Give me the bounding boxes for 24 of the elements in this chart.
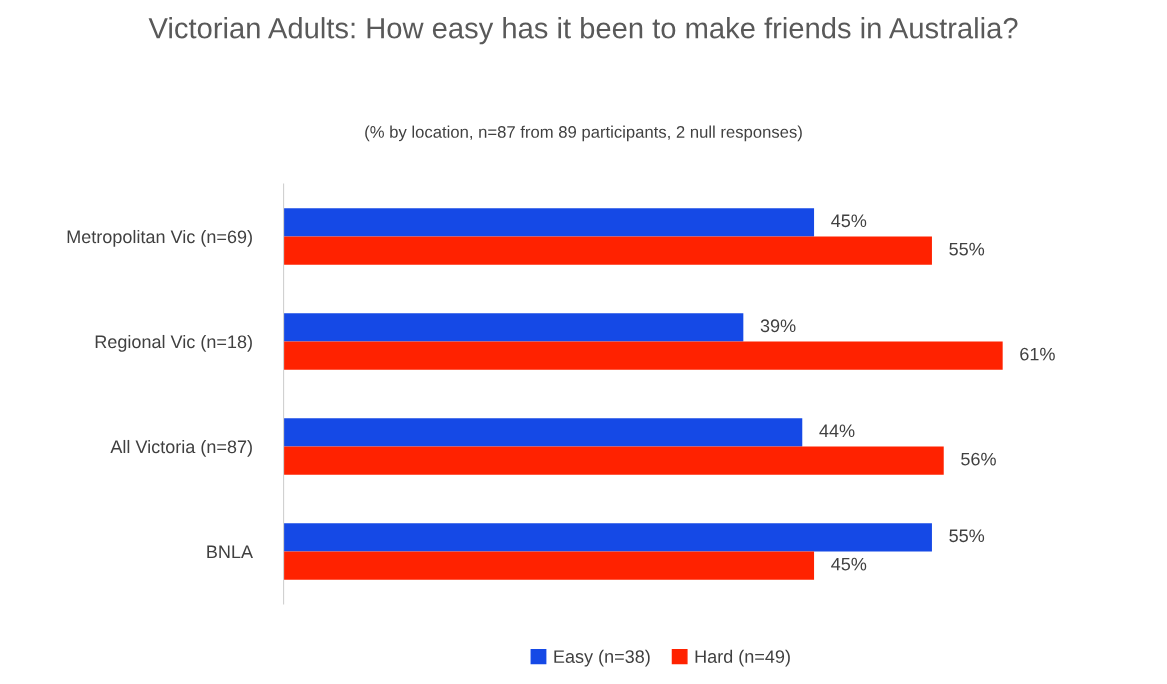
bar: [283, 551, 815, 580]
data-label: 44%: [819, 424, 855, 438]
y-tick-label: Regional Vic (n=18): [95, 334, 252, 352]
data-label: 45%: [831, 557, 867, 571]
chart-subtitle: (% by location, n=87 from 89 participants, 2 null responses): [365, 125, 802, 142]
y-tick-label: All Victoria (n=87): [110, 439, 252, 457]
data-label: 55%: [949, 529, 985, 543]
bar: [283, 418, 803, 447]
data-label: 45%: [831, 214, 867, 228]
legend-label: Easy (n=38): [554, 649, 650, 667]
bar: [283, 523, 932, 552]
data-label: 39%: [760, 319, 796, 333]
bar: [283, 208, 815, 237]
data-label: 56%: [961, 452, 996, 466]
data-label: 61%: [1020, 347, 1055, 361]
bar: [283, 313, 744, 342]
data-label: 55%: [949, 242, 985, 256]
bar: [283, 341, 1003, 370]
chart-title: Victorian Adults: How easy has it been to make friends in Australia?: [148, 17, 1018, 45]
y-tick-label: Metropolitan Vic (n=69): [67, 229, 252, 247]
legend-label: Hard (n=49): [695, 649, 790, 667]
y-tick-label: BNLA: [207, 545, 253, 559]
bar: [283, 446, 944, 475]
bar: [283, 236, 932, 265]
